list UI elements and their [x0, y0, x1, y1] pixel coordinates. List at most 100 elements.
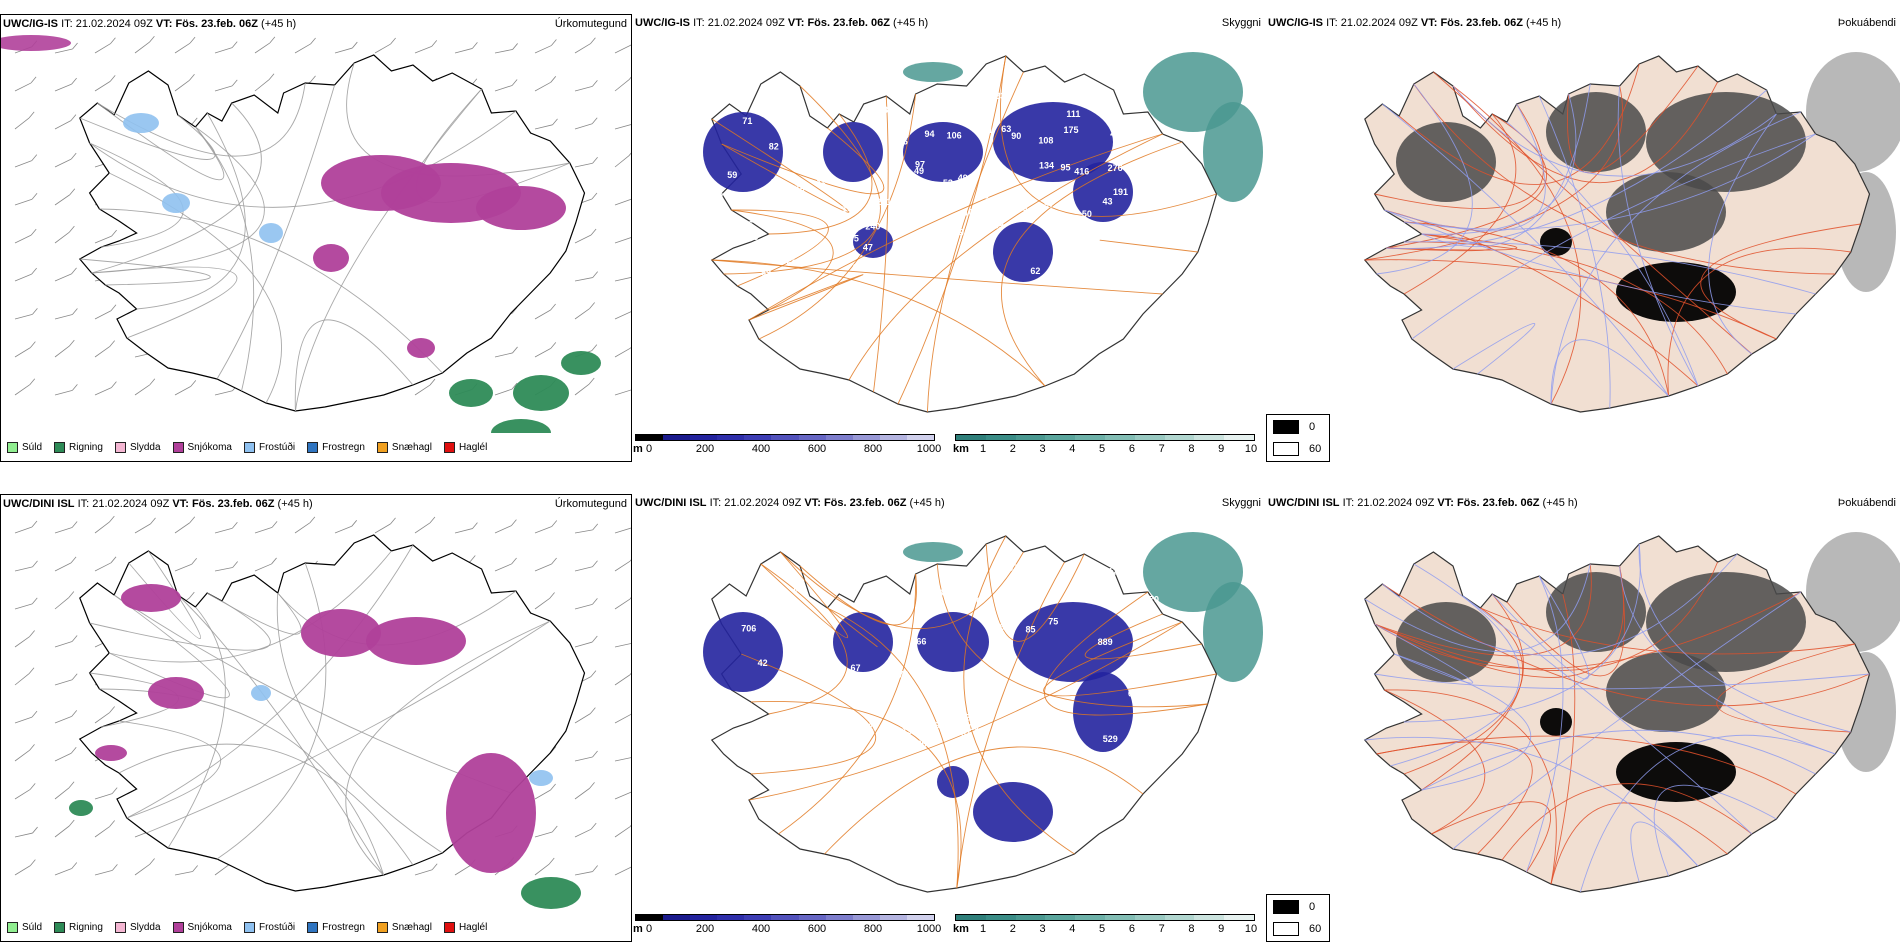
road-line	[723, 85, 881, 275]
panel-header: UWC/DINI ISL IT: 21.02.2024 09Z VT: Fös.…	[1, 495, 631, 513]
wind-barb-flag	[429, 378, 436, 386]
road-line	[1617, 85, 1699, 387]
wind-barb-flag	[69, 225, 75, 233]
road-line	[760, 563, 848, 715]
wind-barb	[614, 560, 631, 572]
colorbar-bin	[852, 915, 880, 920]
wind-barb	[94, 81, 111, 92]
road-line	[79, 114, 216, 160]
colorbar-bin	[636, 435, 664, 440]
it-label: IT:	[1326, 17, 1338, 29]
ceiling-value-label: 55	[748, 232, 758, 242]
wind-barb	[54, 48, 73, 54]
ceiling-value-label: 82	[769, 141, 779, 151]
wind-barb	[174, 386, 191, 396]
ceiling-value-label: 131	[886, 265, 901, 275]
wind-barb-flag	[629, 559, 631, 562]
wind-barb-flag	[68, 819, 75, 827]
wind-barb-flag	[271, 557, 277, 565]
ceiling-value-label: 89	[766, 753, 776, 763]
road-line	[1403, 241, 1816, 295]
snow-area	[148, 677, 204, 709]
panel-header: UWC/DINI ISL IT: 21.02.2024 09Z VT: Fös.…	[633, 494, 1265, 512]
road-line	[1538, 95, 1611, 409]
wind-barb-flag	[71, 267, 77, 275]
road-line	[750, 700, 962, 889]
precip-type-panel: UWC/DINI ISL IT: 21.02.2024 09Z VT: Fös.…	[0, 494, 632, 942]
run-info: UWC/DINI ISL IT: 21.02.2024 09Z VT: Fös.…	[635, 494, 945, 512]
wind-barb	[54, 231, 70, 244]
ceiling-value-label: 173	[928, 588, 943, 598]
legend-label: Súld	[22, 921, 43, 933]
ceiling-value-label: 73	[719, 236, 729, 246]
wind-barb	[54, 825, 70, 838]
wind-barb-flag	[588, 377, 595, 385]
ceiling-value-label: 97	[1044, 200, 1054, 210]
wind-barb	[614, 124, 631, 130]
road-line	[897, 55, 1007, 405]
wind-barb	[614, 347, 631, 358]
ceiling-value-label: 63	[1001, 124, 1011, 134]
wind-barb	[494, 49, 513, 54]
wind-barb	[94, 521, 110, 534]
ceiling-value-label: 88	[975, 566, 985, 576]
ceiling-value-label: 362	[778, 619, 793, 629]
colorbar-bin	[1224, 915, 1254, 920]
wind-barb-flag	[70, 747, 77, 754]
wind-barb	[574, 604, 593, 610]
ceiling-value-label: 49	[914, 166, 924, 176]
road-line	[136, 112, 246, 310]
ceiling-value-label: 108	[1038, 135, 1053, 145]
wind-barb	[414, 46, 432, 54]
wind-barb-flag	[109, 706, 115, 713]
wind-barb	[574, 277, 593, 282]
legend-item: Snæhagl	[376, 921, 432, 933]
wind-barb	[614, 237, 631, 244]
vt-value: Fös. 23.feb. 06Z	[807, 17, 890, 29]
colorbar-tick: 400	[751, 923, 771, 935]
vt-value: Fös. 23.feb. 06Z	[1440, 17, 1523, 29]
it-value: 21.02.2024 09Z	[1357, 497, 1435, 509]
colorbar-bin	[636, 915, 664, 920]
low-ceiling-area	[1013, 602, 1133, 682]
snow-area	[301, 609, 381, 657]
wind-barb-flag	[268, 73, 275, 80]
fog-map	[1363, 52, 1900, 413]
wind-barb	[54, 120, 72, 130]
colorbar-bin	[717, 915, 745, 920]
wind-barb-flag	[592, 80, 598, 87]
colorbar-tick: 200	[695, 923, 715, 935]
it-value: 21.02.2024 09Z	[1340, 17, 1418, 29]
run-info: UWC/DINI ISL IT: 21.02.2024 09Z VT: Fös.…	[1268, 494, 1578, 512]
road-line	[1411, 133, 1816, 340]
wind-barb	[14, 716, 33, 724]
wind-barb-flag	[429, 516, 436, 524]
freezing-drizzle-area	[123, 113, 159, 133]
wind-barb-flag	[31, 154, 38, 161]
wind-barb-flag	[111, 787, 118, 794]
model-name: UWC/IG-IS	[3, 18, 58, 30]
wind-barb	[614, 277, 631, 282]
ceiling-value-label: 76	[898, 670, 908, 680]
wind-barb-flag	[592, 523, 599, 531]
wind-barb	[414, 384, 431, 396]
legend-swatch	[114, 441, 126, 453]
ceiling-value-label: 62	[1135, 723, 1145, 733]
model-name: UWC/DINI ISL	[1268, 497, 1340, 509]
run-info: UWC/DINI ISL IT: 21.02.2024 09Z VT: Fös.…	[3, 495, 313, 513]
wind-barb	[574, 162, 593, 168]
snow-area	[95, 745, 127, 761]
wind-barb	[574, 85, 593, 92]
fog-legend: 0 60	[1266, 894, 1330, 942]
legend-swatch	[54, 441, 66, 453]
colorbar-tick: 8	[1188, 923, 1195, 935]
colorbar-bin	[798, 435, 826, 440]
road-line	[1403, 133, 1816, 230]
wind-barb-flag	[590, 37, 596, 44]
ceiling-value-label: 107	[842, 204, 857, 214]
wind-barb	[14, 117, 30, 130]
wind-barb	[534, 45, 552, 54]
fog-index-panel: UWC/IG-IS IT: 21.02.2024 09Z VT: Fös. 23…	[1266, 14, 1900, 462]
road-line	[1403, 543, 1641, 723]
road-line	[1413, 83, 1836, 275]
